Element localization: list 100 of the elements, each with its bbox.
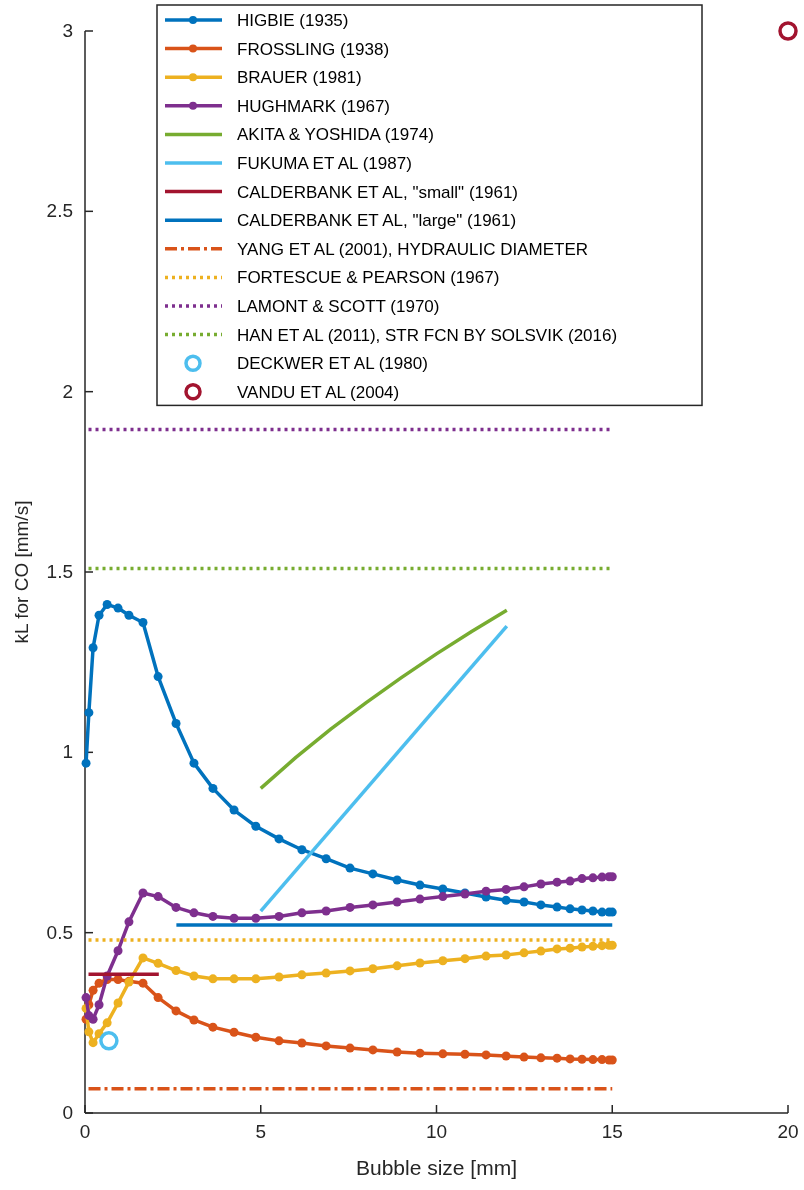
point	[345, 966, 355, 976]
point	[208, 1022, 218, 1032]
point	[251, 974, 261, 984]
point	[94, 978, 104, 988]
point	[519, 948, 529, 958]
point	[208, 783, 218, 793]
point	[415, 880, 425, 890]
point	[536, 879, 546, 889]
point	[501, 950, 511, 960]
point	[501, 1051, 511, 1061]
point	[392, 961, 402, 971]
point	[519, 1052, 529, 1062]
point	[577, 874, 587, 884]
point	[297, 908, 307, 918]
legend-label: YANG ET AL (2001), HYDRAULIC DIAMETER	[237, 239, 589, 259]
point	[368, 869, 378, 879]
point	[577, 942, 587, 952]
point	[274, 911, 284, 921]
point	[171, 902, 181, 912]
point	[251, 821, 261, 831]
point	[481, 951, 491, 961]
point	[99, 1031, 119, 1051]
point	[138, 617, 148, 627]
point	[251, 1032, 261, 1042]
point	[392, 897, 402, 907]
point	[113, 998, 123, 1008]
point	[588, 906, 598, 916]
point	[368, 900, 378, 910]
point	[577, 1054, 587, 1064]
point	[113, 946, 123, 956]
point	[438, 956, 448, 966]
point	[501, 884, 511, 894]
point	[536, 1053, 546, 1063]
point	[229, 913, 239, 923]
point	[102, 599, 112, 609]
y-tick-label: 1	[62, 741, 73, 763]
legend-label: LAMONT & SCOTT (1970)	[237, 297, 440, 316]
point	[189, 758, 199, 768]
point	[113, 975, 123, 985]
legend-label: FUKUMA ET AL (1987)	[237, 154, 412, 173]
point	[415, 894, 425, 904]
point	[297, 970, 307, 980]
point	[321, 906, 331, 916]
point	[565, 904, 575, 914]
point	[138, 953, 148, 963]
point	[321, 968, 331, 978]
point	[81, 993, 91, 1003]
point	[94, 610, 104, 620]
point	[138, 978, 148, 988]
point	[588, 941, 598, 951]
point	[460, 1049, 470, 1059]
y-tick-label: 3	[62, 20, 73, 41]
x-tick-label: 20	[777, 1121, 799, 1142]
legend-label: HAN ET AL (2011), STR FCN BY SOLSVIK (2016)	[237, 325, 618, 345]
point	[321, 1041, 331, 1051]
point	[94, 1000, 104, 1010]
point	[501, 895, 511, 905]
legend-label: CALDERBANK ET AL, "small" (1961)	[237, 182, 519, 202]
point	[251, 913, 261, 923]
point	[189, 1015, 199, 1025]
point	[588, 1055, 598, 1065]
point	[153, 672, 163, 682]
point	[519, 897, 529, 907]
point	[536, 900, 546, 910]
point	[189, 908, 199, 918]
legend-label: HIGBIE (1935)	[237, 11, 349, 30]
legend-label: BRAUER (1981)	[237, 68, 362, 88]
point	[153, 993, 163, 1003]
x-tick-label: 15	[601, 1121, 623, 1142]
point	[460, 954, 470, 964]
point	[438, 1049, 448, 1059]
point	[392, 1047, 402, 1057]
point	[368, 1045, 378, 1055]
point	[297, 845, 307, 855]
point	[88, 1038, 98, 1048]
point	[138, 888, 148, 898]
x-tick-label: 10	[425, 1121, 448, 1142]
x-axis-title: Bubble size [mm]	[355, 1156, 518, 1179]
point	[81, 758, 91, 768]
point	[552, 902, 562, 912]
point	[481, 1050, 491, 1060]
legend-label: AKITA & YOSHIDA (1974)	[237, 125, 434, 145]
point	[229, 974, 239, 984]
point	[124, 610, 134, 620]
point	[113, 603, 123, 613]
point	[208, 974, 218, 984]
point	[778, 21, 798, 41]
point	[415, 1048, 425, 1058]
point	[84, 1027, 94, 1037]
point	[171, 1006, 181, 1016]
point	[481, 886, 491, 896]
point	[415, 958, 425, 968]
point	[565, 1054, 575, 1064]
point	[345, 863, 355, 873]
point	[153, 892, 163, 902]
point	[345, 1043, 355, 1053]
y-axis-title: kL for CO [mm/s]	[11, 500, 32, 644]
point	[171, 718, 181, 728]
point	[208, 911, 218, 921]
point	[229, 1027, 239, 1037]
